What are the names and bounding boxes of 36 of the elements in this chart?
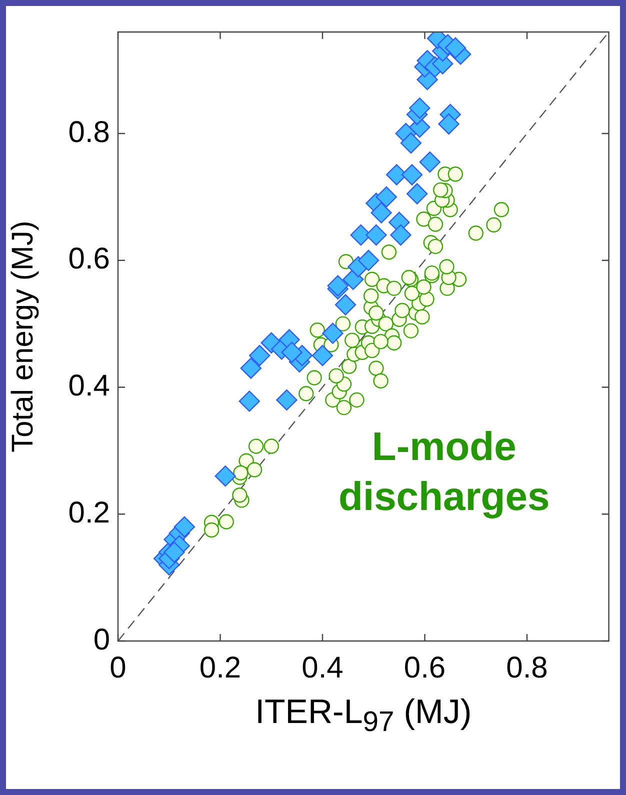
point xyxy=(214,465,236,487)
point xyxy=(406,183,428,204)
point xyxy=(249,344,270,366)
y-tick-label: 0.2 xyxy=(68,496,110,530)
y-tick-label: 0 xyxy=(93,623,110,656)
point xyxy=(312,344,334,366)
point xyxy=(281,342,302,363)
x-tick-label: 0.2 xyxy=(199,651,242,684)
point xyxy=(370,202,392,224)
y-tick-label: 0.8 xyxy=(68,116,110,149)
y-tick-label: 0.4 xyxy=(68,370,110,403)
point xyxy=(409,98,430,119)
y-axis-title: Total energy (MJ) xyxy=(6,220,40,452)
point xyxy=(238,390,260,412)
point xyxy=(164,542,185,563)
y-tick-label: 0.6 xyxy=(68,242,110,276)
x-tick-label: 0.8 xyxy=(506,651,548,684)
x-tick-label: 0.4 xyxy=(302,651,344,684)
point xyxy=(322,322,344,344)
point xyxy=(334,294,356,316)
point xyxy=(444,37,466,58)
point xyxy=(400,132,422,154)
point xyxy=(366,224,387,246)
x-axis-title: ITER-L$_{97}$ (MJ) xyxy=(254,693,473,739)
point xyxy=(419,151,440,173)
annotation: L-mode discharges xyxy=(338,424,551,521)
point xyxy=(390,224,412,246)
point xyxy=(438,113,460,135)
point xyxy=(401,164,423,186)
point xyxy=(276,389,298,411)
point xyxy=(358,250,380,271)
point xyxy=(240,358,262,379)
point xyxy=(376,186,398,208)
point xyxy=(174,516,196,538)
point xyxy=(327,275,348,296)
x-tick-label: 0.6 xyxy=(404,651,446,684)
